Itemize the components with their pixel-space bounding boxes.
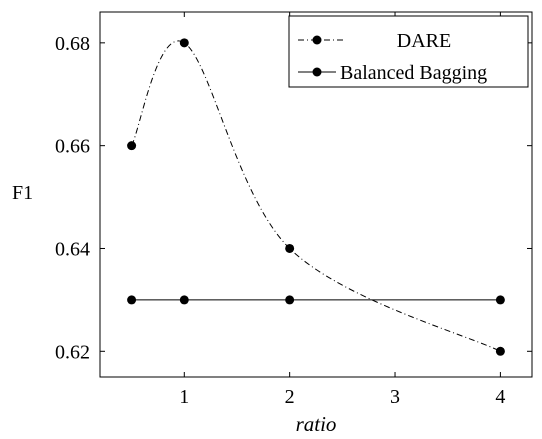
legend-label-balanced-bagging: Balanced Bagging	[340, 62, 487, 84]
y-tick-label: 0.66	[55, 136, 90, 158]
x-axis-label: ratio	[296, 412, 337, 436]
x-tick-label: 2	[285, 386, 295, 408]
y-tick-label: 0.62	[55, 341, 90, 363]
series-points	[127, 38, 505, 356]
data-point-balanced-bagging	[495, 295, 505, 305]
y-tick-label: 0.68	[55, 33, 90, 55]
legend-box	[288, 15, 529, 88]
data-point-balanced-bagging	[127, 295, 137, 305]
x-tick-label: 1	[179, 386, 189, 408]
series-line-dare	[131, 40, 501, 352]
plot-frame	[99, 11, 533, 378]
x-tick-label: 3	[390, 386, 400, 408]
series-lines	[131, 40, 501, 352]
data-point-dare	[127, 141, 137, 151]
data-point-balanced-bagging	[179, 295, 189, 305]
data-point-dare	[285, 243, 295, 253]
legend-marker-balanced-bagging	[312, 67, 322, 77]
y-axis-label: F1	[12, 182, 33, 204]
data-point-balanced-bagging	[285, 295, 295, 305]
x-tick-label: 4	[495, 386, 505, 408]
data-point-dare	[179, 38, 189, 48]
legend-marker-dare	[312, 35, 322, 45]
legend-label-dare: DARE	[397, 30, 451, 52]
y-tick-label: 0.64	[55, 238, 90, 260]
data-point-dare	[495, 346, 505, 356]
legend: DARE Balanced Bagging	[288, 15, 529, 88]
tick-labels: 1 2 3 4 0.62 0.64 0.66 0.68	[55, 33, 505, 408]
